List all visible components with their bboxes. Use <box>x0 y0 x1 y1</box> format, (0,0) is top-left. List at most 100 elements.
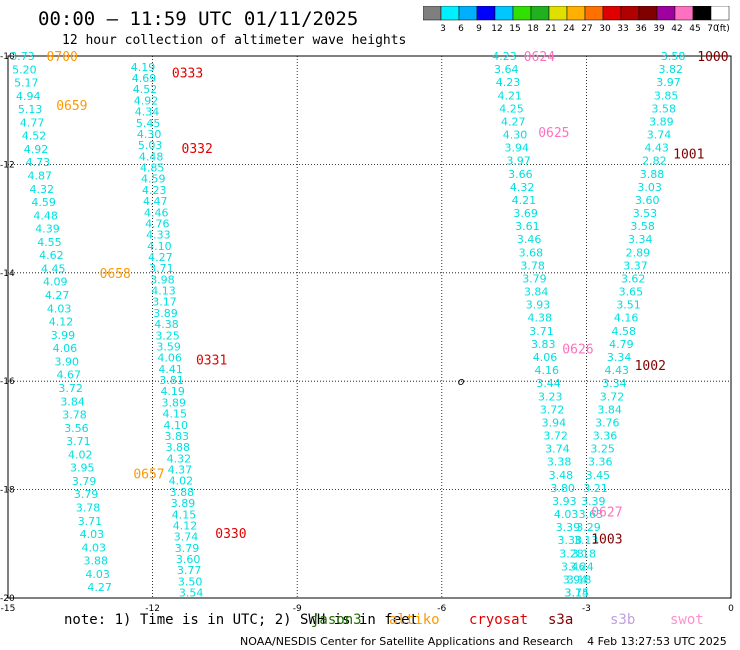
wave-height-label: 4.27 <box>45 289 70 302</box>
wave-height-label: 3.99 <box>51 329 76 342</box>
wave-height-label: 4.94 <box>16 90 41 103</box>
wave-height-label: 4.34 <box>135 106 160 119</box>
wave-height-label: 4.23 <box>142 184 167 197</box>
wave-height-label: 3.60 <box>176 553 201 566</box>
wave-height-label: 4.02 <box>68 448 93 461</box>
time-label: 1003 <box>591 532 622 547</box>
colorbar-tick-label: 18 <box>527 24 539 34</box>
wave-height-label: 3.46 <box>561 560 586 573</box>
wave-height-label: 3.56 <box>64 422 89 435</box>
wave-height-label: 3.39 <box>556 521 581 534</box>
wave-height-label: 4.43 <box>604 364 629 377</box>
colorbar-tick-label: 15 <box>509 24 520 34</box>
wave-height-label: 3.94 <box>505 142 530 155</box>
colorbar-tick-label: 3 <box>440 24 446 34</box>
wave-height-label: 3.72 <box>543 430 568 443</box>
sat-jason3-label: jason3 <box>311 612 362 628</box>
wave-height-label: 3.18 <box>572 547 597 560</box>
time-label: 1002 <box>635 359 666 374</box>
wave-height-label: 3.69 <box>513 207 538 220</box>
wave-height-label: 3.97 <box>656 76 681 89</box>
wave-height-label: 4.16 <box>614 312 639 325</box>
wave-height-label: 3.64 <box>494 63 519 76</box>
time-label: 1001 <box>673 148 704 163</box>
wave-height-label: 4.06 <box>157 352 182 365</box>
time-label: 1000 <box>697 50 728 65</box>
wave-height-label: 3.36 <box>588 456 613 469</box>
wave-height-label: 4.85 <box>140 162 165 175</box>
x-tick-label: -12 <box>145 604 160 614</box>
wave-height-label: 3.89 <box>161 396 186 409</box>
wave-height-label: 5.13 <box>18 103 43 116</box>
wave-height-label: 3.24 <box>569 560 594 573</box>
wave-height-label: 4.48 <box>33 209 58 222</box>
x-tick-label: -15 <box>1 604 16 614</box>
y-tick-label: -12 <box>0 160 15 170</box>
wave-height-label: 3.14 <box>565 587 590 600</box>
page-title: 00:00 – 11:59 UTC 01/11/2025 <box>38 8 359 30</box>
wave-height-label: 3.71 <box>529 325 554 338</box>
wave-height-label: 4.10 <box>164 419 189 432</box>
wave-height-label: 3.61 <box>515 220 540 233</box>
wave-height-label: 4.21 <box>498 89 523 102</box>
wave-height-label: 4.03 <box>554 508 579 521</box>
wave-height-label: 4.47 <box>143 195 168 208</box>
wave-height-label: 3.34 <box>602 377 627 390</box>
wave-height-label: 3.59 <box>156 340 181 353</box>
wave-height-label: 3.71 <box>78 515 103 528</box>
colorbar-tick-label: 33 <box>617 24 628 34</box>
wave-height-label: 4.02 <box>169 475 194 488</box>
wave-height-label: 3.94 <box>563 573 588 586</box>
wave-height-label: 3.93 <box>526 299 551 312</box>
wave-height-label: 3.72 <box>58 382 83 395</box>
wave-height-label: 3.77 <box>177 564 202 577</box>
wave-height-label: 3.89 <box>649 115 674 128</box>
colorbar-tick-label: 6 <box>458 24 464 34</box>
wave-height-label: 4.32 <box>510 181 535 194</box>
wave-height-label: 4.48 <box>139 150 164 163</box>
wave-height-label: 3.37 <box>623 259 648 272</box>
wave-height-label: 4.13 <box>151 285 176 298</box>
wave-height-label: 3.75 <box>565 587 590 600</box>
wave-height-label: 3.83 <box>165 430 190 443</box>
wave-height-label: 3.13 <box>574 534 599 547</box>
wave-height-label: 3.83 <box>531 338 556 351</box>
y-tick-label: -10 <box>0 52 15 62</box>
sat-altiko-label: altiko <box>389 612 440 628</box>
sat-swot-label: swot <box>670 612 704 628</box>
wave-height-label: 4.27 <box>501 115 526 128</box>
footer-note: note: 1) Time is in UTC; 2) SWH is in fe… <box>64 612 419 628</box>
wave-height-label: 3.73 <box>10 50 35 63</box>
wave-height-label: 3.79 <box>74 488 99 501</box>
x-tick-label: -6 <box>437 604 446 614</box>
sat-s3b-label: s3b <box>610 612 636 628</box>
wave-height-label: 3.74 <box>545 443 570 456</box>
time-label: 0627 <box>591 505 622 520</box>
wave-height-label: 3.71 <box>149 262 174 275</box>
wave-height-label: 4.15 <box>172 508 197 521</box>
time-label: 0624 <box>524 50 555 65</box>
wave-height-label: 5.17 <box>14 77 39 90</box>
wave-height-label: 3.80 <box>550 482 575 495</box>
wave-height-label: 4.38 <box>527 312 552 325</box>
wave-height-label: 3.81 <box>159 374 184 387</box>
wave-height-label: 3.46 <box>517 233 542 246</box>
wave-height-label: 3.90 <box>55 355 80 368</box>
wave-height-label: 4.12 <box>49 316 74 329</box>
wave-height-label: 3.23 <box>538 390 563 403</box>
wave-height-label: 4.30 <box>137 128 162 141</box>
colorbar-tick-label: 30 <box>599 24 611 34</box>
colorbar-tick-label: 27 <box>581 24 592 34</box>
wave-height-label: 3.84 <box>60 395 85 408</box>
time-label: 0333 <box>172 66 203 81</box>
colorbar-tick-label: 42 <box>671 24 682 34</box>
wave-height-label: 3.38 <box>557 534 582 547</box>
wave-height-label: 4.15 <box>163 408 188 421</box>
wave-height-label: 3.97 <box>506 155 531 168</box>
time-label: 0332 <box>182 142 213 157</box>
colorbar-tick-label: 12 <box>491 24 502 34</box>
wave-height-label: 3.25 <box>590 443 615 456</box>
wave-height-label: 4.69 <box>132 72 157 85</box>
wave-height-label: 4.45 <box>41 262 66 275</box>
time-label: 0625 <box>538 126 569 141</box>
